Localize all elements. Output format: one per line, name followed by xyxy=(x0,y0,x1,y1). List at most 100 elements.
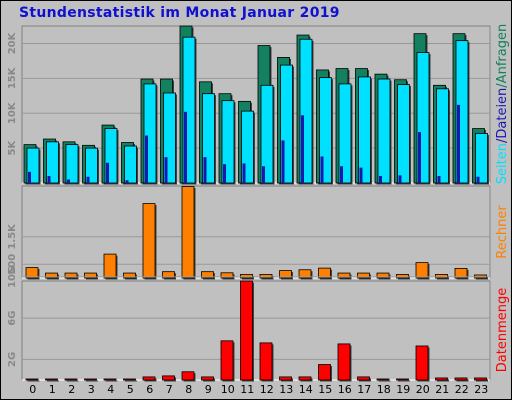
datenmenge-bar xyxy=(142,376,156,381)
requests-panel-tick-label: 10K xyxy=(7,101,18,124)
hour-tick-label: 3 xyxy=(88,383,95,396)
rechner-bar xyxy=(357,272,370,279)
hour-tick-label: 13 xyxy=(279,383,293,396)
rechner-bar xyxy=(103,253,117,279)
dateien-bar xyxy=(397,84,410,184)
chart-title: Stundenstatistik im Monat Januar 2019 xyxy=(19,5,340,21)
datenmenge-bar xyxy=(337,343,351,381)
seiten-bar xyxy=(398,175,402,183)
rechner-bar xyxy=(318,267,331,279)
hosts-legend-part: Rechner xyxy=(495,205,510,259)
rechner-bar xyxy=(279,270,292,279)
rechner-bar xyxy=(142,203,156,279)
hour-tick-label: 5 xyxy=(127,383,134,396)
seiten-bar xyxy=(359,167,363,183)
hosts-panel-tick-label: 500 xyxy=(7,254,18,275)
rechner-bar xyxy=(123,272,136,279)
rechner-bar xyxy=(396,274,409,279)
rechner-bar xyxy=(337,272,351,279)
hour-tick-label: 8 xyxy=(185,383,192,396)
requests-panel-tick-label: 15K xyxy=(7,66,18,89)
datenmenge-bar xyxy=(25,378,39,381)
datenmenge-bar xyxy=(435,377,448,381)
datenmenge-bar-shadow xyxy=(456,379,469,382)
datenmenge-bar-shadow xyxy=(47,380,59,382)
requests-legend: Seiten/Dateien/Anfragen xyxy=(495,24,510,184)
hour-tick-label: 22 xyxy=(455,383,469,396)
requests-panel-tick-label: 5K xyxy=(7,140,18,156)
dateien-bar xyxy=(358,76,371,184)
seiten-bar xyxy=(67,179,70,183)
hour-tick-label: 16 xyxy=(338,383,352,396)
requests-legend-part: Anfragen xyxy=(495,24,510,84)
hour-tick-label: 19 xyxy=(396,383,410,396)
hour-tick-label: 6 xyxy=(146,383,153,396)
seiten-bar xyxy=(86,176,90,183)
datenmenge-bar xyxy=(45,378,58,381)
seiten-bar xyxy=(281,140,285,183)
datenmenge-bar xyxy=(123,378,136,381)
datenmenge-bar xyxy=(162,375,175,381)
datenmenge-bar-shadow xyxy=(86,380,98,382)
datenmenge-bar xyxy=(415,345,429,381)
datenmenge-bar xyxy=(396,378,409,381)
datenmenge-bar xyxy=(259,342,273,381)
hosts-panel-tick-label: 1.5K xyxy=(7,223,18,250)
rechner-bar xyxy=(220,272,234,279)
hour-tick-label: 12 xyxy=(260,383,274,396)
hour-tick-label: 20 xyxy=(416,383,430,396)
datenmenge-bar-shadow xyxy=(66,380,79,382)
seiten-bar xyxy=(457,104,460,183)
rechner-bar xyxy=(201,271,214,279)
datenmenge-bar-shadow xyxy=(476,379,488,382)
rechner-bar xyxy=(64,272,78,279)
dateien-bar xyxy=(260,84,274,184)
datenmenge-bar xyxy=(84,378,97,381)
datenmenge-bar-shadow xyxy=(105,380,118,382)
dateien-bar xyxy=(377,78,391,184)
dateien-bar xyxy=(221,100,235,184)
hour-tick-label: 21 xyxy=(435,383,449,396)
seiten-bar xyxy=(379,176,382,183)
datenmenge-bar xyxy=(298,376,312,381)
rechner-bar xyxy=(376,272,390,279)
hour-tick-label: 14 xyxy=(299,383,313,396)
datenmenge-bar-shadow xyxy=(125,380,137,382)
seiten-bar xyxy=(223,164,226,183)
seiten-bar xyxy=(262,166,265,183)
rechner-bar xyxy=(298,269,312,279)
requests-legend-part: / xyxy=(495,83,510,88)
datenmenge-bar xyxy=(64,378,78,381)
seiten-bar xyxy=(340,166,343,183)
rechner-bar xyxy=(240,274,253,279)
hour-tick-label: 1 xyxy=(49,383,56,396)
hour-tick-label: 2 xyxy=(68,383,75,396)
rechner-bar xyxy=(415,262,429,279)
seiten-bar xyxy=(301,115,304,183)
rechner-bar xyxy=(181,186,195,279)
hour-tick-label: 15 xyxy=(318,383,332,396)
datenmenge-bar xyxy=(318,364,331,381)
hour-tick-label: 4 xyxy=(107,383,114,396)
datenmenge-bar-shadow xyxy=(378,380,391,382)
seiten-bar xyxy=(437,176,441,183)
datenmenge-bar xyxy=(181,371,195,381)
datenmenge-bar xyxy=(454,377,468,381)
datenmenge-bar xyxy=(240,280,253,381)
seiten-bar xyxy=(184,111,187,183)
datenmenge-bar xyxy=(357,376,370,381)
datenmenge-bar xyxy=(376,378,390,381)
dateien-bar xyxy=(475,133,488,184)
dateien-bar xyxy=(124,145,137,184)
hour-tick-label: 23 xyxy=(474,383,488,396)
datenmenge-bar xyxy=(474,377,487,381)
datenmenge-bar-shadow xyxy=(398,380,410,382)
rechner-bar xyxy=(25,267,39,279)
seiten-bar xyxy=(164,157,168,183)
seiten-bar xyxy=(28,171,31,183)
rechner-bar xyxy=(84,272,97,279)
rechner-bar xyxy=(435,274,448,279)
dateien-bar xyxy=(338,83,352,184)
dateien-bar xyxy=(46,141,59,184)
seiten-bar xyxy=(203,157,207,183)
